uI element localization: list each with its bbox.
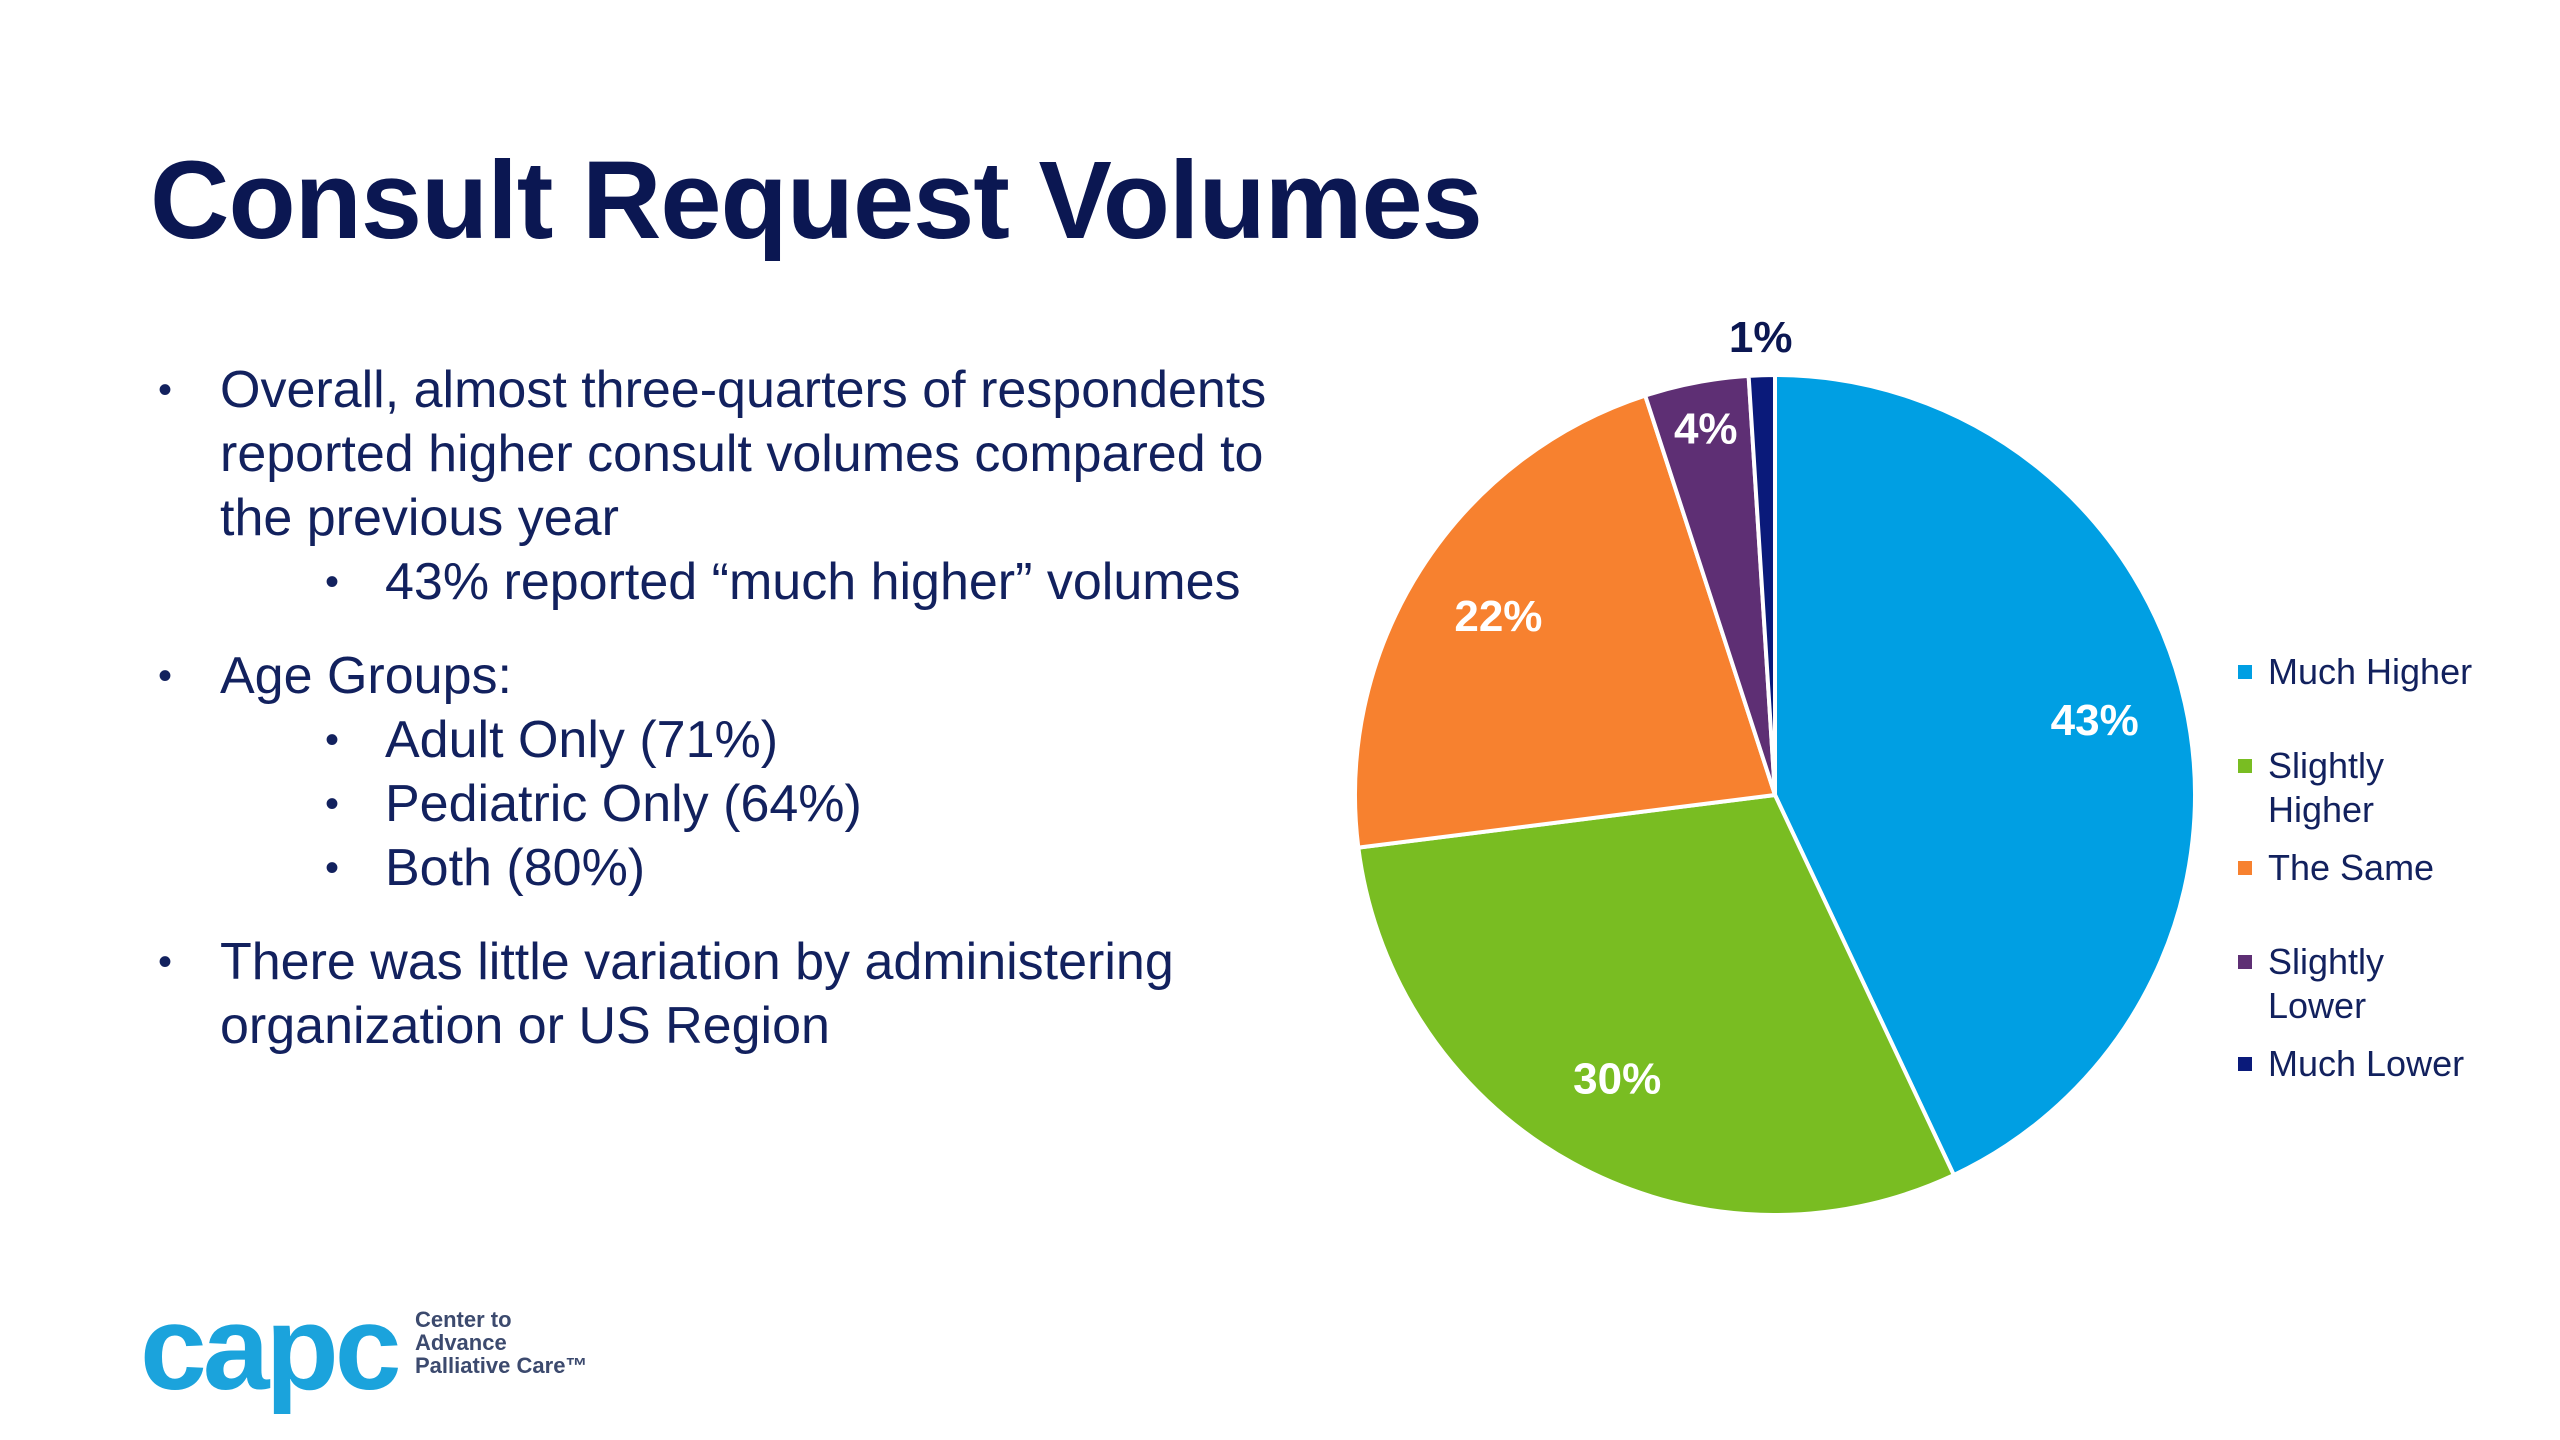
legend-swatch [2238,665,2252,679]
bullet-item: Age Groups: Adult Only (71%) Pediatric O… [150,644,1270,900]
legend-item-much-higher: Much Higher [2238,650,2538,694]
chart-legend: Much Higher Slightly Higher The Same Slight… [2238,650,2538,1086]
legend-label: Slightly Higher [2268,745,2385,830]
sub-bullet-item: Pediatric Only (64%) [220,772,1270,836]
page-title: Consult Request Volumes [150,139,1483,262]
logo-text-line: Center to [415,1307,512,1332]
pie-slice-the-same [1353,393,1778,850]
bullet-item: There was little variation by administer… [150,930,1270,1058]
legend-label: Slightly Lower [2268,941,2385,1026]
bullet-text: Age Groups: [220,647,512,705]
bullet-text: Overall, almost three-quarters of respon… [220,361,1267,547]
bullet-item: Overall, almost three-quarters of respon… [150,358,1270,614]
legend-item-much-lower: Much Lower [2238,1042,2538,1086]
legend-item-slightly-lower: Slightly Lower [2238,940,2538,1028]
pie-slice-slightly-higher [1356,792,1957,1218]
legend-label: Much Higher [2268,651,2473,692]
capc-logo: capc Center to Advance Palliative Care™ [140,1288,610,1420]
pie-data-label: 22% [1454,592,1542,641]
pie-data-label: 1% [1729,313,1793,362]
bullet-text: There was little variation by administer… [220,933,1174,1055]
bullet-list: Overall, almost three-quarters of respon… [150,358,1270,1088]
legend-swatch [2238,759,2252,773]
sub-bullet-item: 43% reported “much higher” volumes [220,550,1270,614]
pie-slice-much-higher [1773,372,2198,1178]
pie-slice-much-lower [1746,372,1777,796]
legend-swatch [2238,955,2252,969]
logo-mark: capc [140,1281,402,1415]
logo-text-line: Advance [415,1330,507,1355]
pie-data-label: 30% [1573,1055,1661,1104]
legend-label: Much Lower [2268,1043,2465,1084]
sub-bullet-item: Adult Only (71%) [220,708,1270,772]
legend-swatch [2238,861,2252,875]
legend-swatch [2238,1057,2252,1071]
pie-data-label: 43% [2051,696,2139,745]
pie-data-label: 4% [1674,405,1738,454]
sub-bullet-item: Both (80%) [220,836,1270,900]
legend-item-slightly-higher: Slightly Higher [2238,744,2538,832]
legend-label: The Same [2268,847,2435,888]
logo-text: Center to Advance Palliative Care™ [415,1308,587,1377]
logo-text-line: Palliative Care™ [415,1353,588,1378]
legend-item-the-same: The Same [2238,846,2538,890]
